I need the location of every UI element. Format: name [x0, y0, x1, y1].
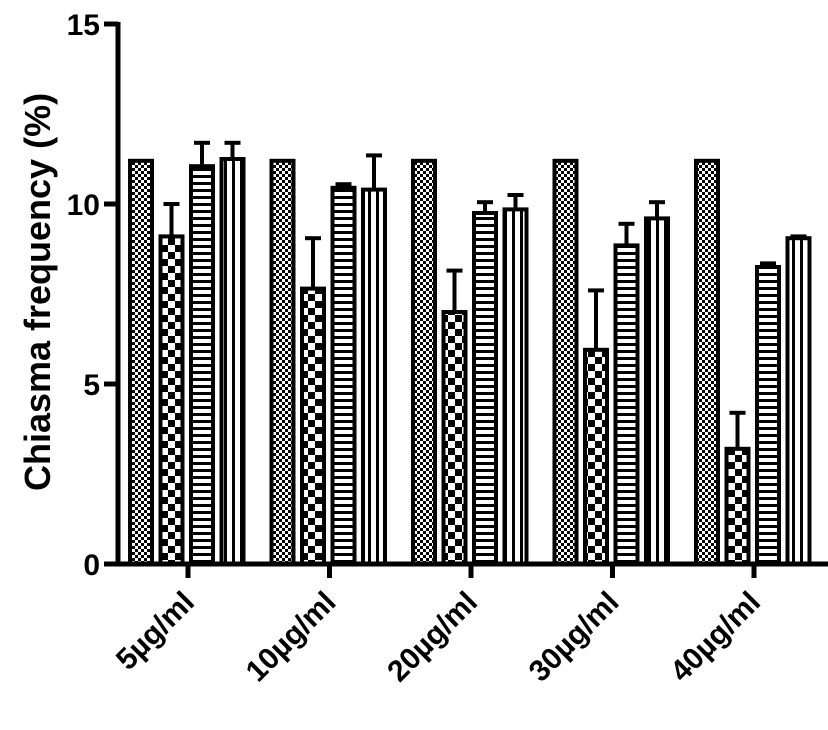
bar-series3-2: [330, 185, 357, 567]
bar-series3-3: [472, 211, 498, 566]
y-tick-label-1: 5: [83, 369, 100, 402]
bar-series2-5: [724, 446, 751, 566]
bars-layer: [128, 157, 812, 567]
x-category-label-5: 40µg/ml: [664, 586, 767, 689]
bar-series1-2: [269, 158, 296, 567]
bar-series2-4: [583, 347, 609, 566]
y-tick-label-2: 10: [67, 189, 100, 222]
bar-series4-2: [361, 187, 387, 566]
bar-series2-2: [300, 286, 326, 566]
y-axis-title: Chiasma frequency (%): [17, 93, 58, 491]
x-category-label-1: 5µg/ml: [110, 586, 201, 677]
bar-series3-5: [755, 265, 781, 566]
x-category-label-4: 30µg/ml: [523, 586, 626, 689]
bar-series1-5: [694, 158, 720, 567]
bar-series3-4: [613, 243, 640, 566]
y-ticks-layer: 0 5 10 15: [67, 9, 118, 582]
bar-series2-1: [158, 234, 185, 566]
y-tick-label-0: 0: [83, 549, 100, 582]
bar-series4-3: [502, 207, 529, 566]
bar-series4-1: [219, 157, 246, 566]
x-category-label-3: 20µg/ml: [381, 586, 484, 689]
bar-series2-3: [441, 310, 468, 566]
bar-series4-5: [785, 236, 812, 566]
bar-series4-4: [644, 216, 670, 566]
bar-series3-1: [189, 164, 215, 566]
x-ticks-layer: 5µg/ml 10µg/ml 20µg/ml 30µg/ml 40µg/ml: [110, 564, 767, 688]
bar-series1-4: [552, 158, 579, 567]
y-tick-label-3: 15: [67, 9, 100, 42]
bar-series1-3: [411, 158, 437, 567]
x-category-label-2: 10µg/ml: [240, 586, 343, 689]
bar-series1-1: [128, 158, 154, 567]
error-bars-layer: [163, 140, 807, 449]
